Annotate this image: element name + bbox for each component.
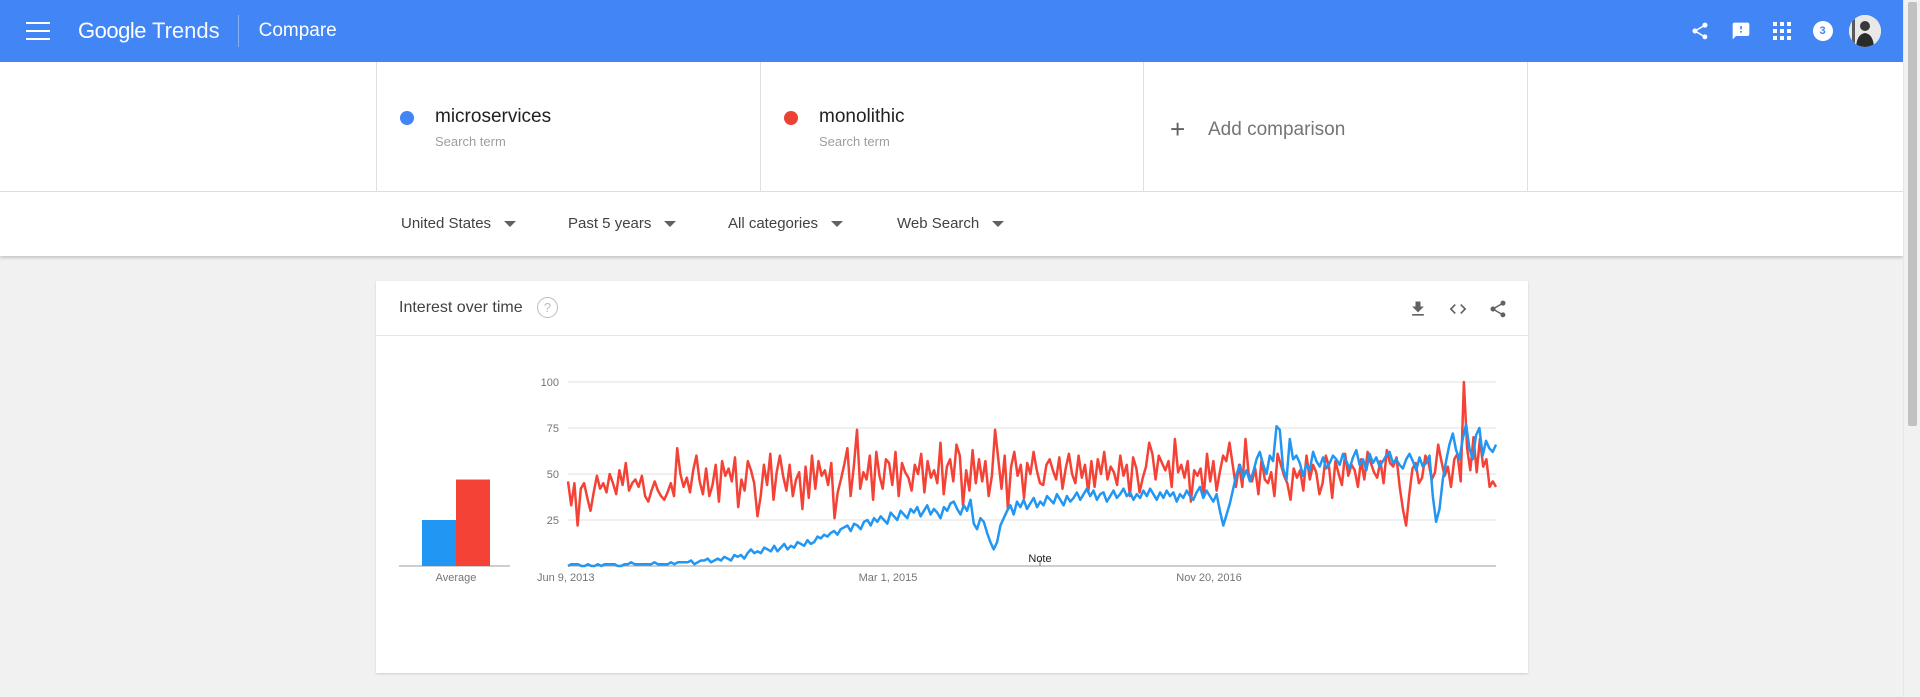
brand-trends: Trends [151, 18, 220, 43]
interest-chart: 100 75 50 25 Average Jun 9, 2013 Mar 1, 2015 No… [399, 377, 1498, 584]
region-dropdown[interactable]: United States [401, 215, 517, 232]
scrollbar-thumb[interactable] [1908, 2, 1917, 426]
time-range-label: Past 5 years [568, 215, 652, 232]
term-color-dot-2 [784, 111, 798, 125]
category-label: All categories [728, 215, 819, 232]
comparison-bar: microservices Search term monolithic Sea… [0, 62, 1903, 192]
average-bar-monolithic [456, 479, 490, 566]
header-divider [237, 15, 239, 47]
header-actions: 3 [1679, 0, 1881, 62]
y-tick-label: 100 [541, 377, 559, 389]
notification-count: 3 [1812, 21, 1833, 41]
term-color-dot-1 [400, 111, 414, 125]
card-header: Interest over time ? [376, 281, 1528, 336]
note-label: Note [1028, 553, 1051, 565]
card-title: Interest over time [399, 299, 523, 316]
term-subtitle-1: Search term [435, 134, 506, 149]
y-tick-label: 50 [547, 469, 559, 481]
filter-bar: United States Past 5 years All categorie… [0, 192, 1903, 256]
chevron-down-icon [992, 220, 1005, 227]
series-line-microservices [567, 423, 1498, 568]
add-comparison-button[interactable]: + Add comparison [1143, 62, 1528, 192]
series-line-monolithic [566, 380, 1498, 527]
card-actions [1402, 293, 1514, 325]
top-app-bar: Google Trends Compare 3 [0, 0, 1903, 62]
x-tick-label: Jun 9, 2013 [537, 572, 595, 584]
share-icon[interactable] [1679, 11, 1720, 52]
download-icon[interactable] [1402, 293, 1434, 325]
search-type-label: Web Search [897, 215, 980, 232]
google-trends-logo[interactable]: Google Trends [78, 18, 220, 44]
page-scrollbar[interactable] [1903, 0, 1920, 697]
menu-icon[interactable] [26, 22, 50, 40]
plus-icon: + [1170, 114, 1186, 144]
chevron-down-icon [664, 220, 677, 227]
share-icon[interactable] [1482, 293, 1514, 325]
time-range-dropdown[interactable]: Past 5 years [568, 215, 677, 232]
term-subtitle-2: Search term [819, 134, 890, 149]
apps-icon[interactable] [1761, 11, 1802, 52]
help-icon[interactable]: ? [537, 297, 558, 318]
avatar[interactable] [1849, 15, 1881, 47]
notifications-badge[interactable]: 3 [1802, 11, 1843, 52]
category-dropdown[interactable]: All categories [728, 215, 844, 232]
term-card-1[interactable]: microservices Search term [376, 62, 760, 192]
term-name-1[interactable]: microservices [435, 106, 552, 127]
region-label: United States [401, 215, 492, 232]
embed-icon[interactable] [1442, 293, 1474, 325]
feedback-icon[interactable] [1720, 11, 1761, 52]
chevron-down-icon [831, 220, 844, 227]
x-tick-label: Mar 1, 2015 [859, 572, 918, 584]
average-bar-microservices [422, 520, 456, 566]
x-tick-label: Nov 20, 2016 [1176, 572, 1241, 584]
search-type-dropdown[interactable]: Web Search [897, 215, 1005, 232]
term-name-2[interactable]: monolithic [819, 106, 905, 127]
add-comparison-label: Add comparison [1208, 119, 1346, 140]
interest-over-time-card: Interest over time ? 100 75 50 25 Average Jun… [376, 281, 1528, 673]
chevron-down-icon [504, 220, 517, 227]
term-card-2[interactable]: monolithic Search term [760, 62, 1143, 192]
average-label: Average [436, 572, 477, 584]
page-title: Compare [258, 20, 337, 41]
y-tick-label: 25 [547, 515, 559, 527]
brand-google: Google [78, 18, 146, 43]
y-tick-label: 75 [547, 423, 559, 435]
